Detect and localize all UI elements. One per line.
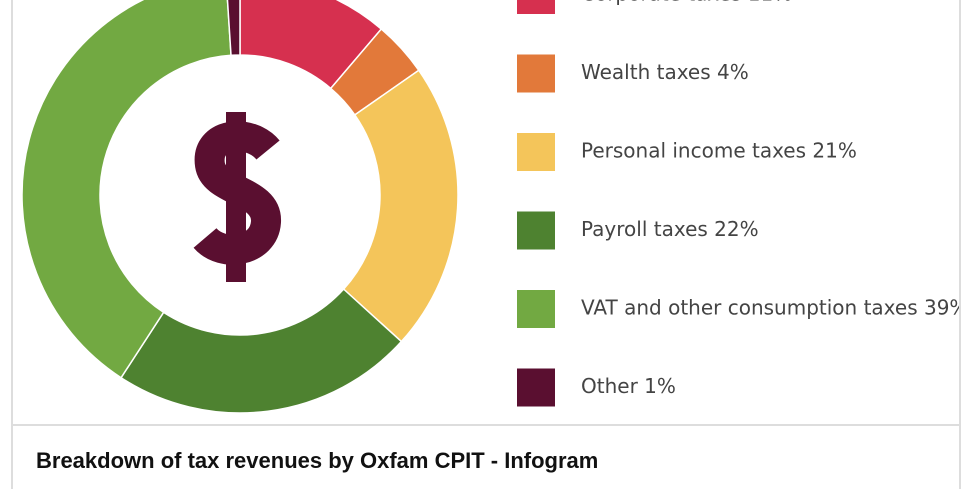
legend-swatch — [517, 211, 555, 250]
legend-label: Payroll taxes 22% — [581, 217, 759, 241]
donut-slice — [226, 0, 241, 57]
legend-swatch — [517, 368, 555, 407]
caption: Breakdown of tax revenues by Oxfam CPIT … — [36, 448, 598, 473]
legend-label: Other 1% — [581, 374, 676, 398]
legend-swatch — [517, 290, 555, 328]
legend-swatch — [517, 133, 555, 171]
legend-label: Personal income taxes 21% — [581, 139, 857, 163]
legend-label: Corporate taxes 11% — [581, 0, 792, 6]
legend-label: VAT and other consumption taxes 39% — [581, 296, 968, 320]
chart: Corporate taxes 11% Wealth taxes 4% Person… — [21, 0, 968, 414]
legend-swatch — [517, 54, 555, 93]
donut-slice — [342, 69, 459, 343]
donut-slice — [120, 288, 403, 414]
legend-label: Wealth taxes 4% — [581, 60, 749, 84]
legend-swatch — [517, 0, 555, 14]
donut-slice — [21, 0, 232, 379]
